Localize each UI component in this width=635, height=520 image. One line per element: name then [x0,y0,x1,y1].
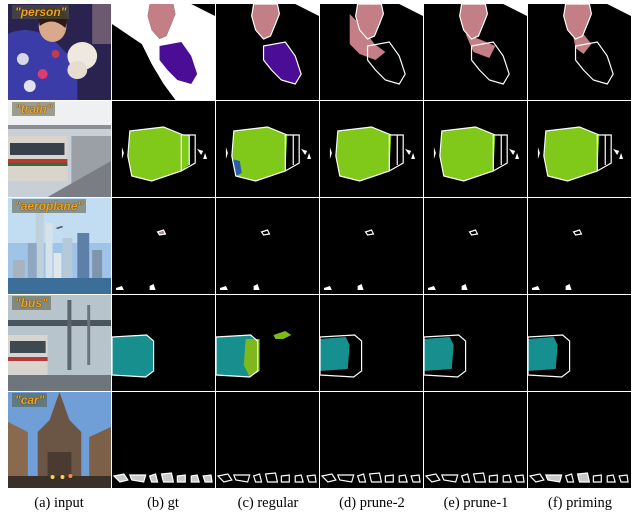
cell-train-input: "train" [8,101,111,197]
cell-bus-priming [528,295,631,391]
caption-input: (a) input [34,495,84,511]
caption-gt: (b) gt [147,495,179,511]
caption-regular: (c) regular [237,495,299,511]
cell-train-prune1 [424,101,527,197]
cell-aeroplane-regular [216,198,319,294]
cell-train-priming [528,101,631,197]
cell-car-prune2 [320,392,423,488]
cell-bus-input: "bus" [8,295,111,391]
cell-aeroplane-prune2 [320,198,423,294]
row-label-aeroplane: "aeroplane" [12,199,87,213]
row-label-person: "person" [12,5,70,19]
cell-person-prune1 [424,4,527,100]
cell-car-input: "car" [8,392,111,488]
cell-aeroplane-gt [112,198,215,294]
cell-person-prune2 [320,4,423,100]
caption-priming: (f) priming [547,495,613,511]
cell-person-regular [216,4,319,100]
cell-train-prune2 [320,101,423,197]
row-label-train: "train" [12,102,56,116]
caption-prune-1: (e) prune-1 [443,495,509,511]
cell-person-priming [528,4,631,100]
cell-train-gt [112,101,215,197]
segmentation-figure-grid: "person" "train" "aeroplane" "bus" "car" [8,4,632,490]
cell-bus-prune1 [424,295,527,391]
cell-person-gt [112,4,215,100]
cell-bus-gt [112,295,215,391]
cell-car-priming [528,392,631,488]
cell-bus-regular [216,295,319,391]
cell-car-regular [216,392,319,488]
cell-person-input: "person" [8,4,111,100]
row-label-bus: "bus" [12,296,51,310]
cell-aeroplane-input: "aeroplane" [8,198,111,294]
cell-bus-prune2 [320,295,423,391]
cell-car-gt [112,392,215,488]
cell-car-prune1 [424,392,527,488]
row-label-car: "car" [12,393,48,407]
caption-prune-2: (d) prune-2 [339,495,405,511]
cell-aeroplane-priming [528,198,631,294]
cell-train-regular [216,101,319,197]
cell-aeroplane-prune1 [424,198,527,294]
